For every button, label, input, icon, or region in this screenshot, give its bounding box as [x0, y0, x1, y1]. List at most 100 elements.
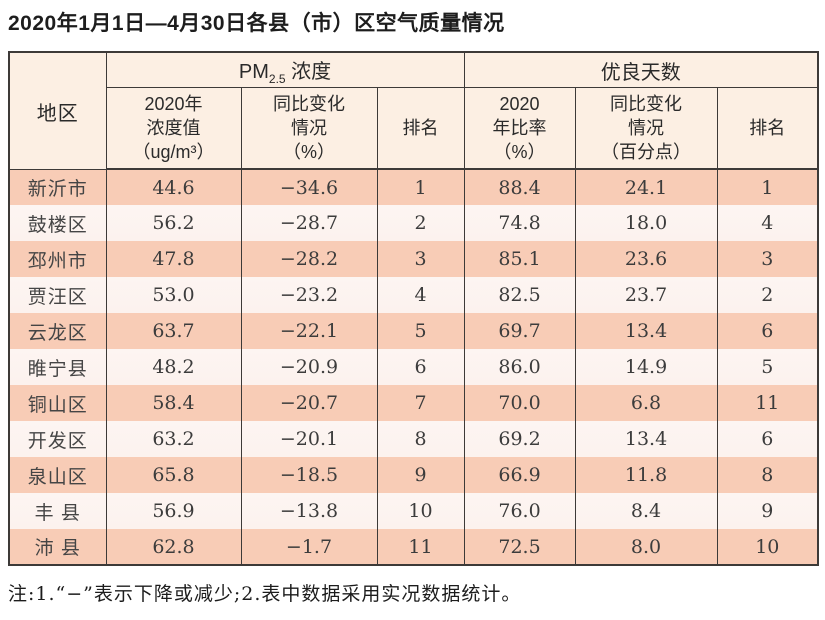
table-row: 睢宁县 48.2 −20.9 6 86.0 14.9 5	[8, 349, 819, 386]
value-cell: 8	[376, 421, 465, 458]
value-cell: 69.7	[463, 313, 576, 350]
value-cell: 14.9	[574, 349, 718, 386]
column-group-good-days: 优良天数	[463, 52, 819, 88]
value-cell: 23.7	[574, 277, 718, 314]
value-cell: 65.8	[105, 457, 242, 494]
value-cell: 11	[376, 529, 465, 566]
region-cell: 泉山区	[8, 457, 107, 494]
table-row: 新沂市 44.6 −34.6 1 88.4 24.1 1	[8, 169, 819, 206]
header-sub-row: 2020年 浓度值 （ug/m³） 同比变化 情况 （%） 排名 2020 年比…	[9, 87, 819, 171]
region-cell: 丰 县	[8, 493, 107, 530]
table-row: 云龙区 63.7 −22.1 5 69.7 13.4 6	[8, 313, 819, 350]
pm25-label-subscript: 2.5	[268, 71, 286, 86]
value-cell: 6	[376, 349, 465, 386]
column-header-gd-rank: 排名	[716, 87, 819, 171]
value-cell: 56.2	[105, 205, 242, 242]
value-cell: 11.8	[574, 457, 718, 494]
value-cell: 69.2	[463, 421, 576, 458]
value-cell: 23.6	[574, 241, 718, 278]
header-group-row: 地区 PM2.5 浓度 优良天数	[8, 52, 819, 170]
value-cell: −20.7	[240, 385, 378, 422]
value-cell: −13.8	[240, 493, 378, 530]
value-cell: 4	[376, 277, 465, 314]
value-cell: 53.0	[105, 277, 242, 314]
value-cell: −34.6	[240, 169, 378, 206]
footnote: 注:1.“−”表示下降或减少;2.表中数据采用实况数据统计。	[8, 583, 522, 606]
table-row: 贾汪区 53.0 −23.2 4 82.5 23.7 2	[8, 277, 819, 314]
table-row: 鼓楼区 56.2 −28.7 2 74.8 18.0 4	[8, 205, 819, 242]
value-cell: 24.1	[574, 169, 718, 206]
value-cell: 74.8	[463, 205, 576, 242]
region-cell: 鼓楼区	[8, 205, 107, 242]
value-cell: 13.4	[574, 313, 718, 350]
column-header-pm25-change: 同比变化 情况 （%）	[240, 87, 378, 171]
value-cell: 88.4	[463, 169, 576, 206]
value-cell: 62.8	[105, 529, 242, 566]
value-cell: 1	[376, 169, 465, 206]
value-cell: 9	[716, 493, 819, 530]
value-cell: 70.0	[463, 385, 576, 422]
column-header-gd-ratio: 2020 年比率 （%）	[463, 87, 576, 171]
value-cell: 72.5	[463, 529, 576, 566]
value-cell: −22.1	[240, 313, 378, 350]
column-header-gd-change: 同比变化 情况 （百分点）	[574, 87, 718, 171]
region-cell: 铜山区	[8, 385, 107, 422]
region-cell: 云龙区	[8, 313, 107, 350]
column-header-pm25-rank: 排名	[376, 87, 465, 171]
value-cell: 47.8	[105, 241, 242, 278]
table-header: 地区 PM2.5 浓度 优良天数 2020年 浓度值 （ug/m³） 同比变化 …	[8, 52, 819, 171]
value-cell: 6.8	[574, 385, 718, 422]
value-cell: 5	[716, 349, 819, 386]
region-cell: 新沂市	[8, 169, 107, 206]
table-row: 泉山区 65.8 −18.5 9 66.9 11.8 8	[8, 457, 819, 494]
value-cell: −28.2	[240, 241, 378, 278]
value-cell: 6	[716, 313, 819, 350]
table-body: 新沂市 44.6 −34.6 1 88.4 24.1 1 鼓楼区 56.2 −28.7 2 74.8 1…	[8, 169, 819, 566]
value-cell: 85.1	[463, 241, 576, 278]
value-cell: 58.4	[105, 385, 242, 422]
value-cell: −20.1	[240, 421, 378, 458]
table-row: 开发区 63.2 −20.1 8 69.2 13.4 6	[8, 421, 819, 458]
value-cell: −23.2	[240, 277, 378, 314]
value-cell: 66.9	[463, 457, 576, 494]
value-cell: 3	[716, 241, 819, 278]
value-cell: 2	[376, 205, 465, 242]
value-cell: 44.6	[105, 169, 242, 206]
value-cell: 11	[716, 385, 819, 422]
value-cell: 10	[716, 529, 819, 566]
region-cell: 邳州市	[8, 241, 107, 278]
region-cell: 沛 县	[8, 529, 107, 566]
value-cell: 8.4	[574, 493, 718, 530]
column-header-region: 地区	[8, 52, 107, 170]
value-cell: −18.5	[240, 457, 378, 494]
value-cell: 8.0	[574, 529, 718, 566]
region-cell: 睢宁县	[8, 349, 107, 386]
value-cell: 6	[716, 421, 819, 458]
value-cell: 10	[376, 493, 465, 530]
air-quality-table: 地区 PM2.5 浓度 优良天数 2020年 浓度值 （ug/m³） 同比变化 …	[8, 51, 820, 567]
value-cell: 13.4	[574, 421, 718, 458]
column-group-pm25: PM2.5 浓度	[105, 52, 465, 88]
value-cell: 7	[376, 385, 465, 422]
table-row: 丰 县 56.9 −13.8 10 76.0 8.4 9	[8, 493, 819, 530]
value-cell: 76.0	[463, 493, 576, 530]
value-cell: −20.9	[240, 349, 378, 386]
region-cell: 开发区	[8, 421, 107, 458]
value-cell: −1.7	[240, 529, 378, 566]
region-cell: 贾汪区	[8, 277, 107, 314]
value-cell: 3	[376, 241, 465, 278]
value-cell: 48.2	[105, 349, 242, 386]
value-cell: 63.2	[105, 421, 242, 458]
value-cell: −28.7	[240, 205, 378, 242]
value-cell: 56.9	[105, 493, 242, 530]
value-cell: 5	[376, 313, 465, 350]
value-cell: 82.5	[463, 277, 576, 314]
pm25-label-prefix: PM	[238, 60, 269, 83]
table-row: 沛 县 62.8 −1.7 11 72.5 8.0 10	[8, 529, 819, 566]
page-title: 2020年1月1日—4月30日各县（市）区空气质量情况	[8, 12, 505, 35]
table-row: 邳州市 47.8 −28.2 3 85.1 23.6 3	[8, 241, 819, 278]
pm25-label-suffix: 浓度	[285, 60, 332, 83]
value-cell: 86.0	[463, 349, 576, 386]
column-header-pm25-value: 2020年 浓度值 （ug/m³）	[105, 87, 242, 171]
table-row: 铜山区 58.4 −20.7 7 70.0 6.8 11	[8, 385, 819, 422]
